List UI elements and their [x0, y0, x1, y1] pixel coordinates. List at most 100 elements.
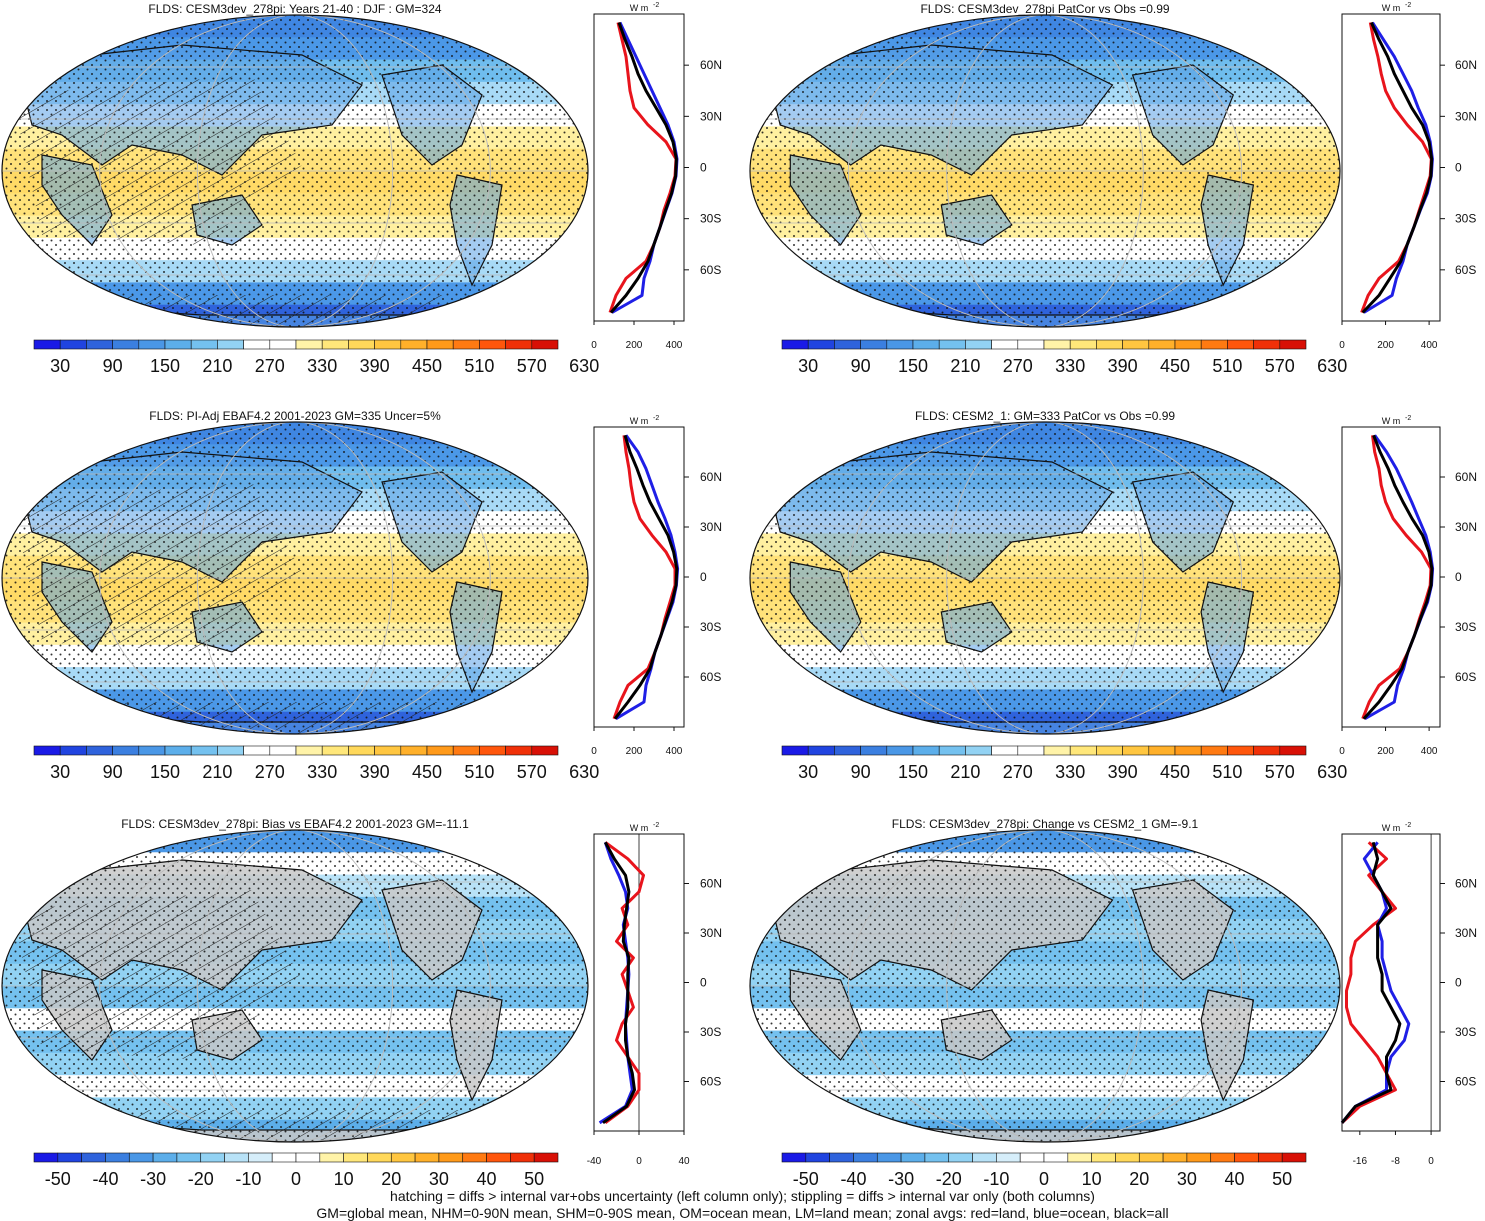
- lat-tick-label: 30N: [1455, 520, 1477, 534]
- lat-tick-label: 60N: [700, 877, 722, 891]
- colorbar-swatch: [1043, 1152, 1069, 1163]
- colorbar-tick-label: 390: [360, 762, 390, 782]
- colorbar-swatch: [505, 339, 533, 350]
- colorbar-swatch: [1096, 745, 1123, 756]
- colorbar-swatch: [438, 1152, 464, 1163]
- panel-3: FLDS: PI-Adj EBAF4.2 2001-2023 GM=335 Un…: [1, 409, 722, 782]
- graticule-meridian: [946, 15, 1144, 327]
- colorbar-tick-label: 150: [150, 762, 180, 782]
- colorbar-swatch: [321, 745, 349, 756]
- colorbar-swatch: [200, 1152, 225, 1163]
- colorbar-tick-label: 30: [798, 356, 818, 376]
- colorbar-tick-label: 30: [50, 762, 70, 782]
- lat-tick-label: 60N: [1455, 877, 1477, 891]
- colorbar-swatch: [860, 339, 888, 350]
- colorbar-swatch: [1148, 339, 1176, 350]
- colorbar-swatch: [269, 745, 297, 756]
- colorbar-swatch: [938, 745, 966, 756]
- colorbar-tick-label: 40: [477, 1169, 497, 1185]
- colorbar-swatch: [1096, 339, 1123, 350]
- colorbar-tick-label: 450: [412, 762, 442, 782]
- colorbar-tick-label: -40: [840, 1169, 866, 1185]
- colorbar-swatch: [991, 339, 1019, 350]
- lat-tick-label: 0: [1455, 161, 1462, 175]
- colorbar-tick-label: -20: [188, 1169, 214, 1185]
- colorbar-swatch: [948, 1152, 973, 1163]
- lat-tick-label: 30S: [700, 620, 721, 634]
- x-tick-label: 400: [1421, 340, 1438, 351]
- x-tick-label: 0: [636, 1156, 642, 1167]
- footer-note-hatching: hatching = diffs > internal var+obs unce…: [390, 1188, 1095, 1204]
- hatching: [32, 702, 562, 734]
- colorbar-swatch: [807, 745, 835, 756]
- colorbar-swatch: [1200, 339, 1228, 350]
- lat-tick-label: 60S: [1455, 263, 1476, 277]
- unit-superscript: -2: [1405, 2, 1411, 9]
- hatching: [12, 890, 302, 1060]
- colorbar-tick-label: 10: [1082, 1169, 1102, 1185]
- colorbar-swatch: [1043, 745, 1071, 756]
- colorbar-swatch: [271, 1152, 297, 1163]
- colorbar-tick-label: 270: [1003, 762, 1033, 782]
- colorbar-swatch: [1253, 339, 1281, 350]
- colorbar-tick-label: 150: [150, 356, 180, 376]
- lat-tick-label: 0: [700, 570, 707, 584]
- colorbar-swatch: [295, 745, 323, 756]
- lat-tick-label: 60S: [700, 670, 721, 684]
- lat-tick-label: 60S: [700, 1075, 721, 1089]
- colorbar-swatch: [965, 339, 992, 350]
- lat-tick-label: 60S: [700, 263, 721, 277]
- footer-note-means: GM=global mean, NHM=0-90N mean, SHM=0-90…: [316, 1205, 1169, 1221]
- graticule-meridian: [946, 830, 1144, 1142]
- graticule-meridian: [946, 422, 1144, 734]
- colorbar-tick-label: 210: [202, 762, 232, 782]
- colorbar-swatch: [33, 745, 61, 756]
- graticule-meridian: [847, 15, 1243, 327]
- colorbar-tick-label: 20: [381, 1169, 401, 1185]
- colorbar-swatch: [807, 339, 835, 350]
- colorbar-swatch: [243, 745, 271, 756]
- unit-label: W m: [1382, 416, 1401, 426]
- zonal-series-line: [602, 841, 636, 1125]
- colorbar-swatch: [886, 745, 914, 756]
- colorbar-tick-label: 630: [1317, 762, 1347, 782]
- x-tick-label: 400: [1421, 746, 1438, 757]
- colorbar-swatch: [374, 339, 402, 350]
- unit-superscript: -2: [653, 2, 659, 9]
- graticule-meridian: [196, 422, 394, 734]
- lat-tick-label: 30N: [700, 520, 722, 534]
- colorbar-tick-label: 90: [851, 762, 871, 782]
- unit-superscript: -2: [1405, 822, 1411, 829]
- colorbar-swatch: [972, 1152, 997, 1163]
- map-border: [1, 14, 589, 328]
- colorbar-swatch: [190, 745, 218, 756]
- x-tick-label: 200: [626, 340, 643, 351]
- colorbar-swatch: [991, 745, 1019, 756]
- colorbar-swatch: [295, 339, 323, 350]
- zonal-series-line: [609, 22, 678, 314]
- colorbar-swatch: [343, 1152, 368, 1163]
- colorbar-tick-label: 450: [1160, 356, 1190, 376]
- colorbar-tick-label: 330: [1055, 762, 1085, 782]
- panel-2: FLDS: CESM3dev_278pi PatCor vs Obs =0.99…: [749, 2, 1477, 376]
- colorbar-swatch: [533, 1152, 559, 1163]
- colorbar-swatch: [414, 1152, 440, 1163]
- colorbar-tick-label: 270: [255, 356, 285, 376]
- colorbar-swatch: [112, 339, 140, 350]
- map-border: [749, 829, 1341, 1143]
- colorbar-swatch: [1017, 745, 1045, 756]
- colorbar-swatch: [924, 1152, 950, 1163]
- colorbar-swatch: [59, 745, 87, 756]
- panel-title: FLDS: CESM3dev_278pi: Years 21-40 : DJF …: [148, 2, 441, 16]
- colorbar-tick-label: 50: [1272, 1169, 1292, 1185]
- panel-1: FLDS: CESM3dev_278pi: Years 21-40 : DJF …: [1, 2, 722, 376]
- colorbar-swatch: [505, 745, 533, 756]
- colorbar-swatch: [1148, 745, 1176, 756]
- zonal-series-line: [613, 434, 679, 720]
- colorbar-tick-label: 90: [103, 762, 123, 782]
- colorbar-swatch: [59, 339, 87, 350]
- hatching: [32, 1110, 562, 1142]
- colorbar-tick-label: 630: [569, 762, 599, 782]
- colorbar-swatch: [138, 745, 166, 756]
- map-border: [1, 829, 589, 1143]
